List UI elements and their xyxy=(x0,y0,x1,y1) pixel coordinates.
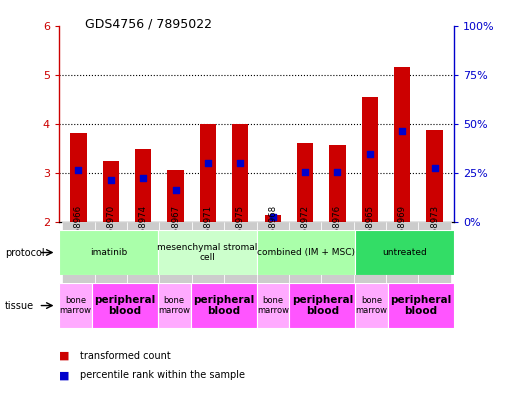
Bar xyxy=(92,283,158,328)
Text: GSM1058968: GSM1058968 xyxy=(268,204,277,263)
Text: bone
marrow: bone marrow xyxy=(60,296,91,315)
Point xyxy=(301,169,309,175)
Bar xyxy=(191,283,256,328)
Bar xyxy=(256,283,289,328)
Text: ■: ■ xyxy=(59,370,69,380)
Bar xyxy=(224,222,256,307)
Text: peripheral
blood: peripheral blood xyxy=(94,295,155,316)
Text: bone
marrow: bone marrow xyxy=(356,296,388,315)
Bar xyxy=(192,222,224,307)
Bar xyxy=(200,124,216,222)
Bar xyxy=(362,97,378,222)
Bar xyxy=(103,161,119,222)
Text: peripheral
blood: peripheral blood xyxy=(292,295,353,316)
Point xyxy=(171,187,180,193)
Point xyxy=(74,167,83,174)
Text: GSM1058976: GSM1058976 xyxy=(333,204,342,263)
Text: ■: ■ xyxy=(59,351,69,361)
Bar xyxy=(289,222,321,307)
Point xyxy=(204,160,212,166)
Bar xyxy=(355,230,454,275)
Bar xyxy=(388,283,454,328)
Text: GSM1058972: GSM1058972 xyxy=(301,204,309,263)
Bar xyxy=(160,222,192,307)
Bar xyxy=(127,222,160,307)
Point xyxy=(366,151,374,157)
Text: GSM1058969: GSM1058969 xyxy=(398,205,407,263)
Point xyxy=(333,169,342,175)
Text: peripheral
blood: peripheral blood xyxy=(390,295,452,316)
Text: tissue: tissue xyxy=(5,301,34,310)
Bar xyxy=(232,124,248,222)
Text: untreated: untreated xyxy=(382,248,427,257)
Point xyxy=(139,174,147,181)
Text: GSM1058966: GSM1058966 xyxy=(74,204,83,263)
Bar xyxy=(135,149,151,222)
Bar xyxy=(353,222,386,307)
Text: GDS4756 / 7895022: GDS4756 / 7895022 xyxy=(85,18,212,31)
Text: transformed count: transformed count xyxy=(80,351,170,361)
Bar xyxy=(394,67,410,222)
Bar xyxy=(386,222,419,307)
Point xyxy=(398,128,406,134)
Text: mesenchymal stromal
cell: mesenchymal stromal cell xyxy=(157,243,258,262)
Text: peripheral
blood: peripheral blood xyxy=(193,295,254,316)
Text: GSM1058970: GSM1058970 xyxy=(106,204,115,263)
Bar xyxy=(297,143,313,222)
Text: bone
marrow: bone marrow xyxy=(158,296,190,315)
Bar xyxy=(355,283,388,328)
Bar xyxy=(256,230,355,275)
Bar xyxy=(70,132,87,222)
Bar xyxy=(167,171,184,222)
Text: GSM1058965: GSM1058965 xyxy=(365,204,374,263)
Bar xyxy=(321,222,353,307)
Bar xyxy=(265,215,281,222)
Text: GSM1058967: GSM1058967 xyxy=(171,204,180,263)
Point xyxy=(430,165,439,171)
Bar xyxy=(59,230,158,275)
Bar xyxy=(289,283,355,328)
Bar xyxy=(256,222,289,307)
Bar xyxy=(59,283,92,328)
Bar xyxy=(94,222,127,307)
Point xyxy=(236,160,244,166)
Text: percentile rank within the sample: percentile rank within the sample xyxy=(80,370,245,380)
Bar xyxy=(329,145,346,222)
Text: GSM1058971: GSM1058971 xyxy=(204,204,212,263)
Text: protocol: protocol xyxy=(5,248,45,257)
Text: GSM1058973: GSM1058973 xyxy=(430,204,439,263)
Bar xyxy=(158,283,191,328)
Point xyxy=(269,214,277,220)
Text: combined (IM + MSC): combined (IM + MSC) xyxy=(257,248,355,257)
Text: bone
marrow: bone marrow xyxy=(257,296,289,315)
Point xyxy=(107,177,115,184)
Bar xyxy=(419,222,451,307)
Bar xyxy=(158,230,256,275)
Text: GSM1058974: GSM1058974 xyxy=(139,204,148,263)
Text: imatinib: imatinib xyxy=(90,248,127,257)
Bar xyxy=(426,130,443,222)
Text: GSM1058975: GSM1058975 xyxy=(236,204,245,263)
Bar xyxy=(62,222,94,307)
